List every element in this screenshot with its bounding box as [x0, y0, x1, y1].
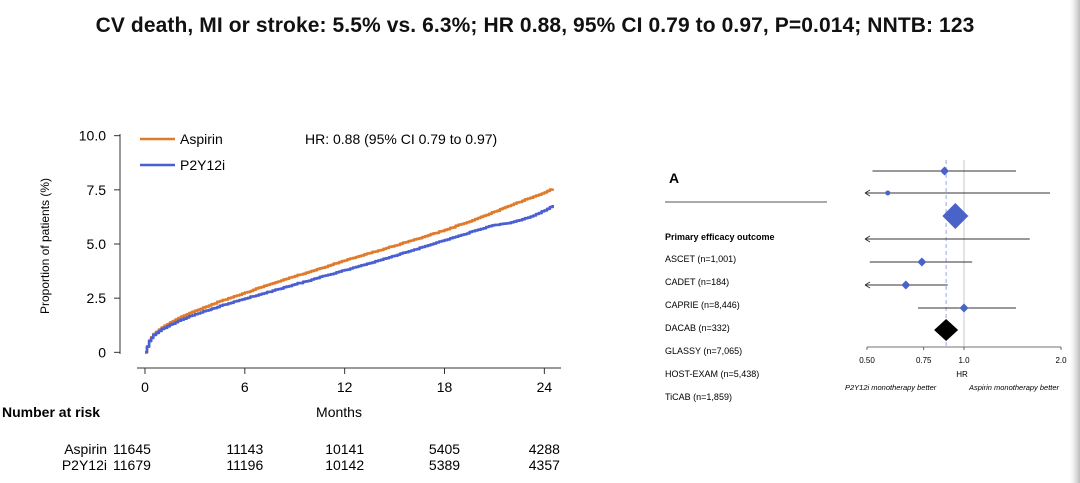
x-tick-label: 6	[241, 379, 249, 395]
forest-study-label: GLASSY (n=7,065)	[665, 346, 742, 356]
forest-plot: A Primary efficacy outcome ASCET (n=1,00…	[665, 160, 1067, 402]
at-risk-row-label: Aspirin	[64, 441, 107, 457]
x-tick-label: 12	[337, 379, 353, 395]
y-tick-label: 10.0	[79, 128, 106, 144]
forest-overall-diamond	[934, 319, 959, 341]
km-legend: Aspirin P2Y12i	[140, 131, 225, 173]
km-hr-annotation: HR: 0.88 (95% CI 0.79 to 0.97)	[305, 131, 497, 147]
at-risk-value: 11196	[226, 457, 263, 473]
forest-x-tick-label: 2.0	[1055, 356, 1067, 365]
favors-right-label: Aspirin monotherapy better	[968, 383, 1060, 392]
y-tick-label: 0	[98, 344, 106, 360]
y-tick-label: 5.0	[87, 236, 107, 252]
forest-section-header: Primary efficacy outcome	[665, 232, 775, 242]
at-risk-row-label: P2Y12i	[62, 457, 107, 473]
forest-study-label: CAPRIE (n=8,446)	[665, 300, 740, 310]
x-tick-label: 0	[141, 379, 149, 395]
forest-study-label: DACAB (n=332)	[665, 323, 730, 333]
y-tick-label: 7.5	[87, 182, 107, 198]
at-risk-values: 11645 11143 10141 5405 4288 11679 11196 10142 53…	[113, 441, 560, 473]
km-series-aspirin	[145, 188, 554, 354]
at-risk-value: 11645	[113, 441, 151, 457]
forest-study-label: HOST-EXAM (n=5,438)	[665, 369, 759, 379]
forest-x-tick-label: 1.0	[958, 356, 970, 365]
at-risk-value: 10141	[325, 441, 364, 457]
forest-x-tick-label: 0.75	[916, 356, 932, 365]
y-tick-label: 2.5	[87, 290, 107, 306]
number-at-risk-table: Number at risk Aspirin P2Y12i 11645 11143…	[2, 404, 560, 473]
forest-study-label: CADET (n=184)	[665, 277, 729, 287]
forest-panel-label: A	[669, 170, 679, 186]
km-y-axis-label: Proportion of patients (%)	[38, 178, 52, 314]
at-risk-value: 4288	[529, 441, 560, 457]
window-edge-shadow	[1070, 0, 1080, 483]
favors-left-label: P2Y12i monotherapy better	[845, 383, 937, 392]
legend-label-aspirin: Aspirin	[180, 131, 223, 147]
forest-ci-arrow	[864, 281, 871, 289]
forest-point-marker	[940, 166, 950, 176]
forest-study-labels: ASCET (n=1,001) CADET (n=184) CAPRIE (n=8,…	[665, 254, 759, 402]
forest-study-label: TiCAB (n=1,859)	[665, 392, 732, 402]
x-tick-label: 18	[437, 379, 453, 395]
km-x-axis-label: Months	[316, 404, 362, 420]
forest-rows	[864, 160, 1051, 347]
forest-x-tick-label: 0.50	[859, 356, 875, 365]
km-series-p2y12i	[145, 205, 554, 354]
forest-point-marker	[942, 203, 969, 229]
at-risk-value: 5389	[429, 457, 460, 473]
at-risk-value: 11679	[113, 457, 151, 473]
at-risk-title: Number at risk	[2, 404, 100, 420]
forest-point-marker	[959, 303, 969, 313]
forest-point-marker	[901, 280, 911, 290]
at-risk-value: 11143	[226, 441, 263, 457]
forest-ci-arrow	[864, 189, 871, 197]
at-risk-value: 10142	[325, 457, 364, 473]
x-tick-label: 24	[537, 379, 553, 395]
at-risk-value: 4357	[529, 457, 560, 473]
forest-ci-arrow	[864, 235, 871, 243]
km-y-ticks: 0 2.5 5.0 7.5 10.0	[79, 128, 120, 360]
legend-label-p2y12i: P2Y12i	[180, 157, 225, 173]
km-chart: 0 2.5 5.0 7.5 10.0 0 6 12 18 24 Proportion of pa…	[2, 128, 561, 473]
forest-study-label: ASCET (n=1,001)	[665, 254, 736, 264]
forest-x-axis-label: HR	[956, 370, 968, 379]
km-curves	[145, 188, 554, 354]
page-title: CV death, MI or stroke: 5.5% vs. 6.3%; H…	[95, 14, 975, 37]
at-risk-value: 5405	[429, 441, 460, 457]
forest-point-marker	[917, 257, 927, 267]
km-x-ticks: 0 6 12 18 24	[141, 368, 552, 395]
forest-point-marker	[885, 190, 891, 196]
forest-x-ticks: 0.50 0.75 1.0 2.0	[859, 347, 1067, 365]
